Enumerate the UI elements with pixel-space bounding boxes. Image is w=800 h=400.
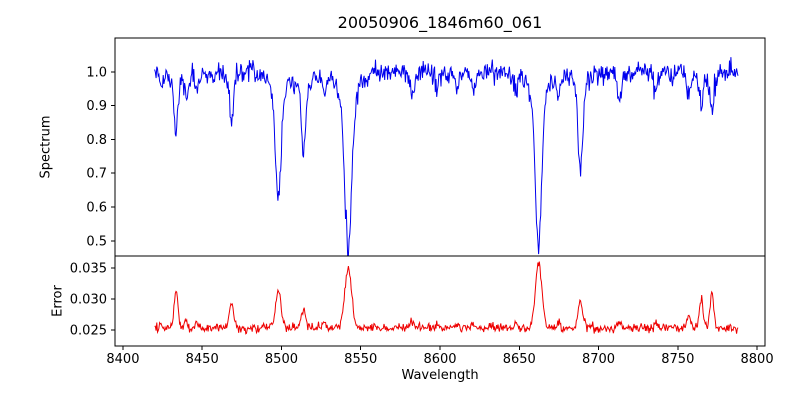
x-axis-label: Wavelength [401, 368, 479, 383]
error-y-axis-label: Error [50, 285, 66, 317]
spectrum-line [154, 57, 739, 256]
x-tick-label: 8700 [582, 352, 615, 367]
spectrum-y-tick-label: 0.7 [86, 167, 107, 182]
error-y-tick-label: 0.025 [70, 323, 107, 338]
error-line [154, 261, 739, 335]
error-axes-frame [114, 255, 766, 347]
plot-title: 20050906_1846m60_061 [337, 13, 543, 32]
spectrum-y-tick-label: 0.9 [86, 99, 107, 114]
x-tick-label: 8800 [741, 352, 774, 367]
x-tick-label: 8500 [265, 352, 298, 367]
x-tick-label: 8600 [423, 352, 456, 367]
error-y-tick-label: 0.030 [70, 292, 107, 307]
spectrum-y-axis-label: Spectrum [38, 115, 54, 179]
x-tick-label: 8750 [661, 352, 694, 367]
x-tick-label: 8450 [186, 352, 219, 367]
spectrum-axes-frame [114, 37, 766, 257]
x-tick-label: 8650 [503, 352, 536, 367]
x-tick-label: 8550 [344, 352, 377, 367]
x-tick-label: 8400 [106, 352, 139, 367]
spectrum-y-tick-label: 1.0 [86, 65, 107, 80]
spectrum-y-tick-label: 0.5 [86, 234, 107, 249]
spectrum-y-tick-label: 0.6 [86, 201, 107, 216]
spectrum-y-tick-label: 0.8 [86, 133, 107, 148]
error-y-tick-label: 0.035 [70, 261, 107, 276]
